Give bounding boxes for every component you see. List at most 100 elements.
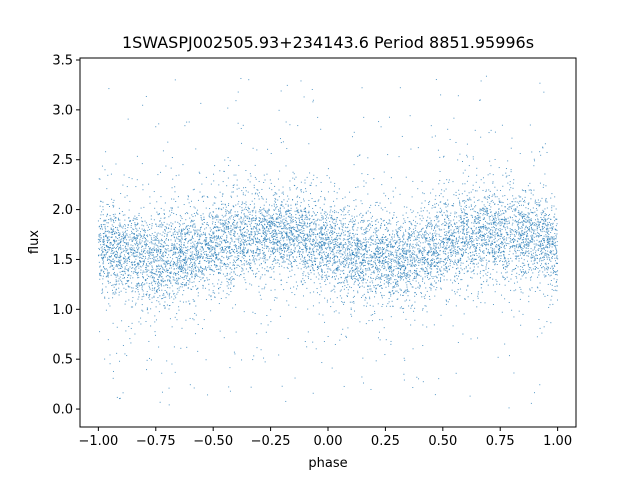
data-point xyxy=(254,164,256,166)
data-point xyxy=(192,266,194,268)
data-point xyxy=(418,259,420,261)
data-point xyxy=(170,267,172,269)
data-point xyxy=(333,276,335,278)
data-point xyxy=(273,203,275,205)
data-point xyxy=(317,200,319,202)
data-point xyxy=(131,271,133,273)
data-point xyxy=(295,281,297,283)
data-point xyxy=(410,234,412,236)
data-point xyxy=(550,322,552,324)
data-point xyxy=(281,205,283,207)
data-point xyxy=(148,257,150,259)
data-point xyxy=(529,228,531,230)
data-point xyxy=(131,237,133,239)
data-point xyxy=(280,233,282,235)
data-point xyxy=(364,261,366,263)
data-point xyxy=(352,254,354,256)
data-point xyxy=(288,238,290,240)
data-point xyxy=(177,277,179,279)
data-point xyxy=(328,254,330,256)
data-point xyxy=(151,266,153,268)
data-point xyxy=(408,305,410,307)
data-point xyxy=(342,262,344,264)
data-point xyxy=(154,334,156,336)
data-point xyxy=(471,233,473,235)
data-point xyxy=(168,305,170,307)
data-point xyxy=(263,238,265,240)
data-point xyxy=(270,266,272,268)
data-point xyxy=(297,230,299,232)
data-point xyxy=(148,285,150,287)
data-point xyxy=(154,260,156,262)
data-point xyxy=(444,218,446,220)
data-point xyxy=(317,116,319,118)
data-point xyxy=(334,291,336,293)
data-point xyxy=(281,265,283,267)
data-point xyxy=(332,240,334,242)
data-point xyxy=(115,236,117,238)
data-point xyxy=(218,207,220,209)
data-point xyxy=(159,220,161,222)
data-point xyxy=(151,254,153,256)
data-point xyxy=(348,249,350,251)
data-point xyxy=(551,289,553,291)
data-point xyxy=(321,252,323,254)
data-point xyxy=(183,290,185,292)
data-point xyxy=(136,218,138,220)
data-point xyxy=(227,221,229,223)
data-point xyxy=(542,256,544,258)
data-point xyxy=(285,245,287,247)
data-point xyxy=(450,242,452,244)
data-point xyxy=(216,254,218,255)
data-point xyxy=(105,219,107,221)
data-point xyxy=(194,261,196,263)
data-point xyxy=(226,278,228,280)
data-point xyxy=(437,217,439,219)
data-point xyxy=(321,271,323,273)
data-point xyxy=(317,219,319,221)
data-point xyxy=(532,235,534,237)
data-point xyxy=(294,247,296,249)
data-point xyxy=(181,237,183,239)
data-point xyxy=(141,228,143,230)
data-point xyxy=(174,252,176,254)
data-point xyxy=(382,262,384,264)
data-point xyxy=(370,290,372,292)
data-point xyxy=(531,237,533,239)
data-point xyxy=(126,186,128,188)
data-point xyxy=(115,289,117,291)
data-point xyxy=(490,236,492,238)
data-point xyxy=(107,339,109,341)
data-point xyxy=(307,254,309,255)
data-point xyxy=(347,257,349,259)
data-point xyxy=(238,255,240,257)
data-point xyxy=(181,266,183,268)
data-point xyxy=(163,209,165,211)
data-point xyxy=(209,212,211,214)
data-point xyxy=(436,258,438,260)
data-point xyxy=(174,247,176,249)
data-point xyxy=(422,277,424,279)
data-point xyxy=(550,238,552,240)
data-point xyxy=(538,248,540,250)
data-point xyxy=(370,259,372,261)
data-point xyxy=(224,248,226,250)
data-point xyxy=(185,282,187,284)
data-point xyxy=(312,234,314,236)
data-point xyxy=(363,238,365,240)
data-point xyxy=(165,265,167,267)
data-point xyxy=(330,181,332,183)
data-point xyxy=(426,252,428,254)
data-point xyxy=(265,232,267,234)
data-point xyxy=(301,254,303,256)
data-point xyxy=(138,214,140,216)
data-point xyxy=(160,273,162,275)
data-point xyxy=(130,275,132,277)
data-point xyxy=(321,240,323,242)
data-point xyxy=(263,174,265,176)
data-point xyxy=(244,219,246,221)
data-point xyxy=(151,249,153,251)
data-point xyxy=(143,248,145,250)
data-point xyxy=(167,284,169,286)
data-point xyxy=(157,245,159,247)
